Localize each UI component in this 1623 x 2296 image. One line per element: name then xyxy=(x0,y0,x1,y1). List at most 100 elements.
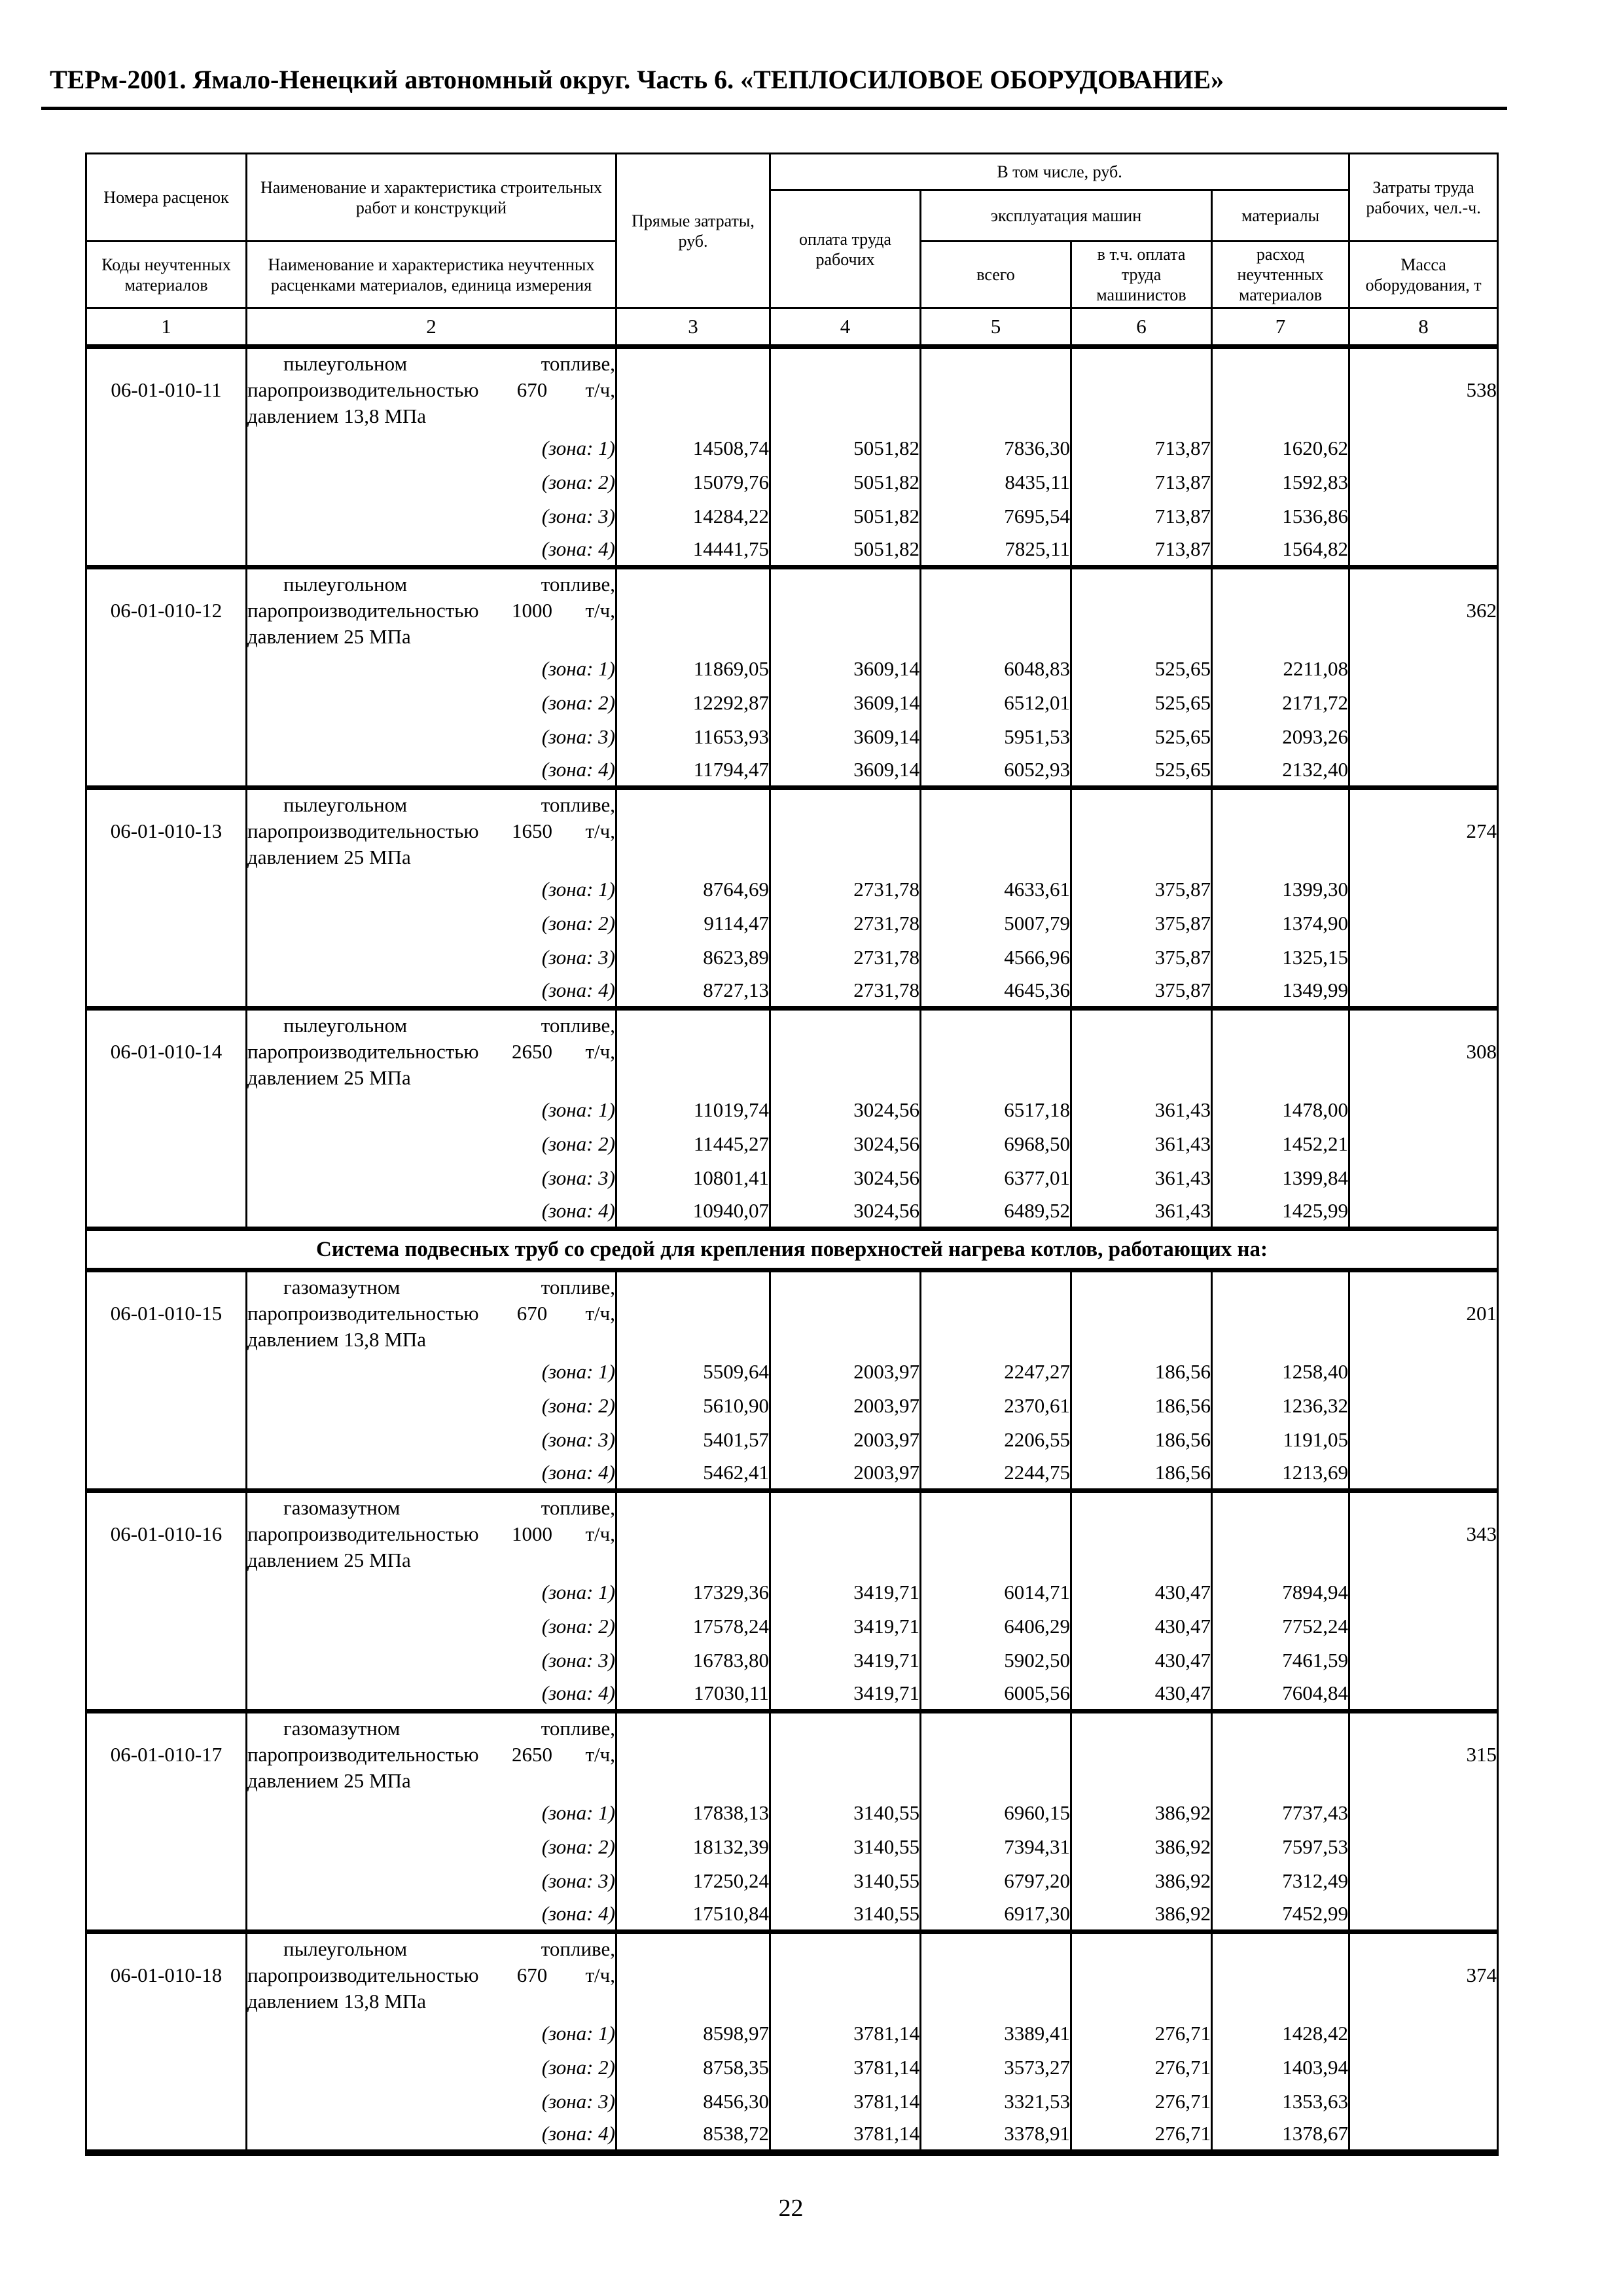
header-rate-numbers: Номера расценок xyxy=(85,152,247,242)
empty-cell xyxy=(769,1931,921,2017)
zone-label-cell: (зона: 2) xyxy=(245,906,617,941)
value-cell: 5951,53 xyxy=(919,719,1072,754)
empty-cell xyxy=(1348,1092,1499,1127)
zone-row: (зона: 2) 17578,24 3419,71 6406,29 430,47 775… xyxy=(85,1609,1499,1643)
value-cell: 375,87 xyxy=(1070,974,1213,1009)
zone-row: (зона: 1) 17838,13 3140,55 6960,15 386,92 773… xyxy=(85,1795,1499,1830)
value-cell: 15079,76 xyxy=(615,465,771,499)
empty-cell xyxy=(85,1609,247,1643)
zone-row: (зона: 2) 18132,39 3140,55 7394,31 386,92 759… xyxy=(85,1829,1499,1864)
value-cell: 8538,72 xyxy=(615,2118,771,2153)
value-cell: 5610,90 xyxy=(615,1388,771,1423)
value-cell: 6797,20 xyxy=(919,1863,1072,1898)
empty-cell xyxy=(85,465,247,499)
value-cell: 6917,30 xyxy=(919,1897,1072,1932)
empty-cell xyxy=(1348,1897,1499,1932)
value-cell: 3389,41 xyxy=(919,2016,1072,2051)
value-cell: 1478,00 xyxy=(1210,1092,1351,1127)
value-cell: 1349,99 xyxy=(1210,974,1351,1009)
empty-cell xyxy=(769,1490,921,1575)
header-labour-costs: Затраты труда рабочих, чел.-ч. xyxy=(1348,152,1499,242)
value-cell: 361,43 xyxy=(1070,1160,1213,1195)
group-title-row: 06-01-010-18 пылеугольном топливе, паропр… xyxy=(85,1931,1499,2017)
zone-label-cell: (зона: 4) xyxy=(245,2118,617,2153)
rate-code-cell: 06-01-010-12 xyxy=(85,567,247,652)
zone-label-cell: (зона: 1) xyxy=(245,1795,617,1830)
value-cell: 4566,96 xyxy=(919,940,1072,975)
empty-cell xyxy=(85,1795,247,1830)
value-cell: 525,65 xyxy=(1070,685,1213,720)
value-cell: 3140,55 xyxy=(769,1795,921,1830)
zone-row: (зона: 4) 11794,47 3609,14 6052,93 525,65 213… xyxy=(85,753,1499,788)
value-cell: 386,92 xyxy=(1070,1897,1213,1932)
group-title-row: 06-01-010-14 пылеугольном топливе, паропр… xyxy=(85,1008,1499,1093)
empty-cell xyxy=(1210,1711,1351,1796)
zone-row: (зона: 2) 15079,76 5051,82 8435,11 713,87 159… xyxy=(85,465,1499,499)
empty-cell xyxy=(85,753,247,788)
value-cell: 1191,05 xyxy=(1210,1422,1351,1457)
value-cell: 6960,15 xyxy=(919,1795,1072,1830)
value-cell: 186,56 xyxy=(1070,1422,1213,1457)
rate-group-06-01-010-17: 06-01-010-17 газомазутном топливе, паропр… xyxy=(85,1711,1499,1932)
value-cell: 17329,36 xyxy=(615,1575,771,1609)
zone-row: (зона: 1) 11019,74 3024,56 6517,18 361,43 147… xyxy=(85,1092,1499,1127)
value-cell: 5401,57 xyxy=(615,1422,771,1457)
value-cell: 18132,39 xyxy=(615,1829,771,1864)
empty-cell xyxy=(85,1354,247,1389)
empty-cell xyxy=(85,651,247,686)
equipment-mass-cell: 308 xyxy=(1348,1008,1499,1093)
empty-cell xyxy=(85,1829,247,1864)
value-cell: 5007,79 xyxy=(919,906,1072,941)
rate-description-cell: пылеугольном топливе, паропроизводительн… xyxy=(245,567,617,652)
zone-label-cell: (зона: 4) xyxy=(245,1677,617,1712)
value-cell: 6489,52 xyxy=(919,1194,1072,1229)
header-rule xyxy=(41,107,1507,110)
zone-label-cell: (зона: 3) xyxy=(245,1863,617,1898)
value-cell: 7604,84 xyxy=(1210,1677,1351,1712)
value-cell: 5051,82 xyxy=(769,499,921,533)
value-cell: 276,71 xyxy=(1070,2050,1213,2085)
zone-row: (зона: 3) 5401,57 2003,97 2206,55 186,56 1191… xyxy=(85,1422,1499,1457)
zone-row: (зона: 4) 17510,84 3140,55 6917,30 386,92 745… xyxy=(85,1897,1499,1932)
zone-row: (зона: 3) 11653,93 3609,14 5951,53 525,65 209… xyxy=(85,719,1499,754)
value-cell: 386,92 xyxy=(1070,1863,1213,1898)
empty-cell xyxy=(1348,1609,1499,1643)
header-materials-consumption: расход неучтенных материалов xyxy=(1210,240,1351,309)
value-cell: 3378,91 xyxy=(919,2118,1072,2153)
value-cell: 6048,83 xyxy=(919,651,1072,686)
value-cell: 2003,97 xyxy=(769,1354,921,1389)
value-cell: 6052,93 xyxy=(919,753,1072,788)
value-cell: 7836,30 xyxy=(919,431,1072,465)
empty-cell xyxy=(615,1490,771,1575)
zone-label-cell: (зона: 3) xyxy=(245,499,617,533)
empty-cell xyxy=(769,1711,921,1796)
value-cell: 3609,14 xyxy=(769,753,921,788)
empty-cell xyxy=(1348,1795,1499,1830)
value-cell: 186,56 xyxy=(1070,1388,1213,1423)
empty-cell xyxy=(85,499,247,533)
value-cell: 12292,87 xyxy=(615,685,771,720)
empty-cell xyxy=(769,787,921,872)
value-cell: 10940,07 xyxy=(615,1194,771,1229)
value-cell: 7461,59 xyxy=(1210,1643,1351,1677)
header-machines-total: всего xyxy=(919,240,1072,309)
empty-cell xyxy=(615,1931,771,2017)
empty-cell xyxy=(919,567,1072,652)
value-cell: 2731,78 xyxy=(769,872,921,906)
empty-cell xyxy=(1070,1931,1213,2017)
empty-cell xyxy=(85,719,247,754)
value-cell: 276,71 xyxy=(1070,2118,1213,2153)
empty-cell xyxy=(769,1270,921,1355)
zone-row: (зона: 3) 16783,80 3419,71 5902,50 430,47 746… xyxy=(85,1643,1499,1677)
empty-cell xyxy=(1348,906,1499,941)
empty-cell xyxy=(1348,1422,1499,1457)
zone-label-cell: (зона: 2) xyxy=(245,685,617,720)
value-cell: 3781,14 xyxy=(769,2016,921,2051)
rate-code-cell: 06-01-010-17 xyxy=(85,1711,247,1796)
value-cell: 9114,47 xyxy=(615,906,771,941)
empty-cell xyxy=(1348,465,1499,499)
empty-cell xyxy=(1070,1270,1213,1355)
empty-cell xyxy=(1210,1270,1351,1355)
value-cell: 10801,41 xyxy=(615,1160,771,1195)
empty-cell xyxy=(919,787,1072,872)
